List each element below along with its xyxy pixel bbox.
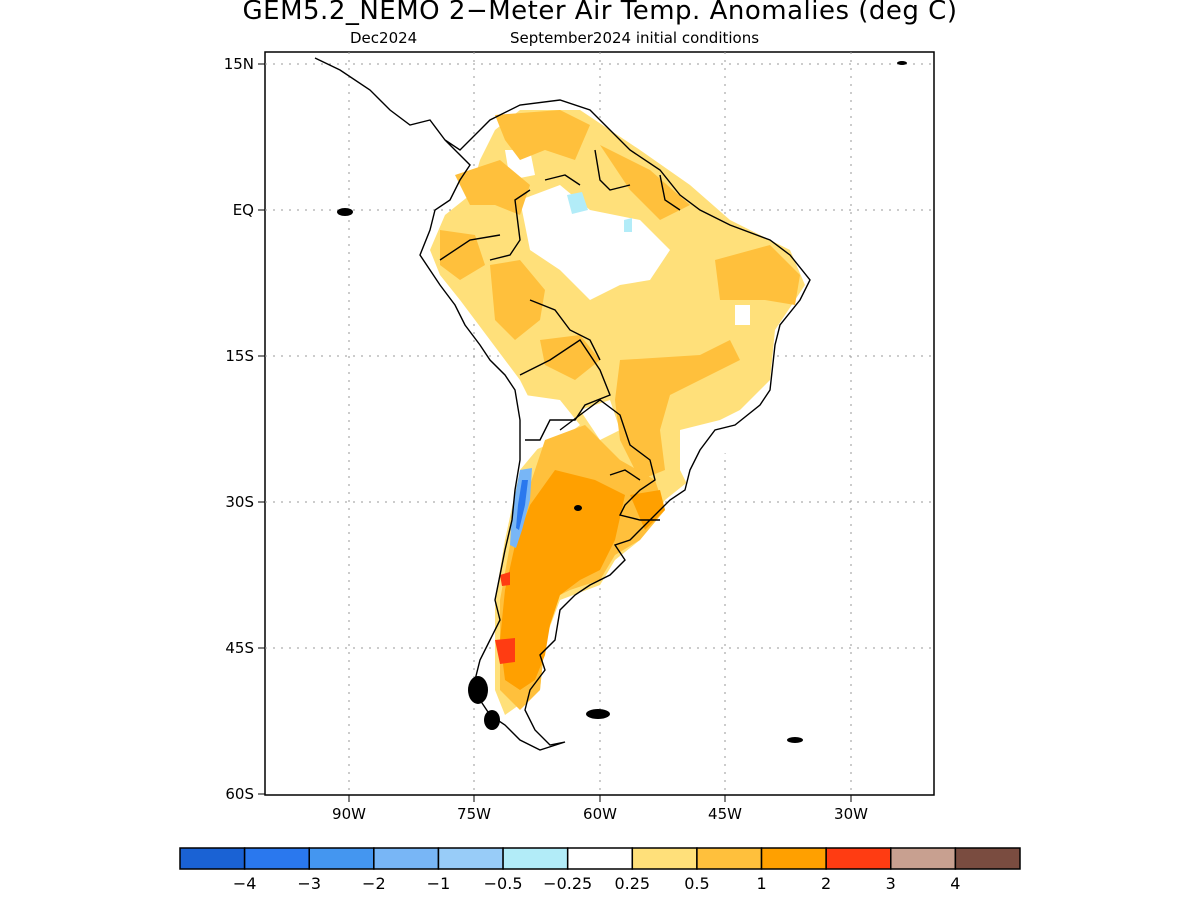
colorbar-label: −2 — [362, 874, 386, 893]
colorbar-label: −0.25 — [543, 874, 592, 893]
colorbar-swatch — [437, 847, 504, 870]
colorbar-swatch — [890, 847, 957, 870]
lon-tick-label: 30W — [834, 805, 868, 823]
colorbar-swatch — [760, 847, 827, 870]
colorbar-swatch — [502, 847, 569, 870]
colorbar-swatch — [954, 847, 1021, 870]
lat-tick-label: 45S — [225, 639, 254, 657]
colorbar-swatch — [179, 847, 246, 870]
colorbar-label: 2 — [821, 874, 831, 893]
islands — [337, 61, 907, 743]
colorbar-label: −3 — [297, 874, 321, 893]
colorbar-swatch — [566, 847, 634, 870]
colorbar-label: −1 — [427, 874, 451, 893]
map-title: GEM5.2_NEMO 2−Meter Air Temp. Anomalies … — [242, 0, 958, 26]
colorbar-label: 4 — [950, 874, 960, 893]
coastlines — [314, 57, 811, 751]
lon-tick-label: 45W — [708, 805, 742, 823]
lon-tick-label: 75W — [457, 805, 491, 823]
colorbar-label: 1 — [756, 874, 766, 893]
lat-axis: 15N EQ 15S 30S 45S 60S — [224, 55, 265, 803]
colorbar-label: 0.25 — [614, 874, 650, 893]
colorbar-swatch — [308, 847, 375, 870]
lat-tick-label: 60S — [225, 785, 254, 803]
colorbar-label: 3 — [886, 874, 896, 893]
lat-tick-label: EQ — [233, 201, 254, 219]
colorbar: −4 −3 −2 −1 −0.5 −0.25 0.25 0.5 1 2 3 4 — [179, 847, 1021, 893]
lon-tick-label: 60W — [583, 805, 617, 823]
colorbar-swatch — [631, 847, 698, 870]
colorbar-swatch — [243, 847, 310, 870]
lat-tick-label: 15N — [224, 55, 254, 73]
forecast-month: Dec2024 — [350, 29, 418, 47]
lat-tick-label: 30S — [225, 493, 254, 511]
lon-axis: 90W 75W 60W 45W 30W — [332, 795, 868, 823]
lat-tick-label: 15S — [225, 347, 254, 365]
colorbar-swatch — [373, 847, 440, 870]
colorbar-label: 0.5 — [684, 874, 709, 893]
colorbar-swatch — [696, 847, 763, 870]
initial-conditions: September2024 initial conditions — [510, 29, 760, 47]
colorbar-swatch — [825, 847, 892, 870]
colorbar-label: −0.5 — [484, 874, 523, 893]
colorbar-label: −4 — [233, 874, 257, 893]
lon-tick-label: 90W — [332, 805, 366, 823]
